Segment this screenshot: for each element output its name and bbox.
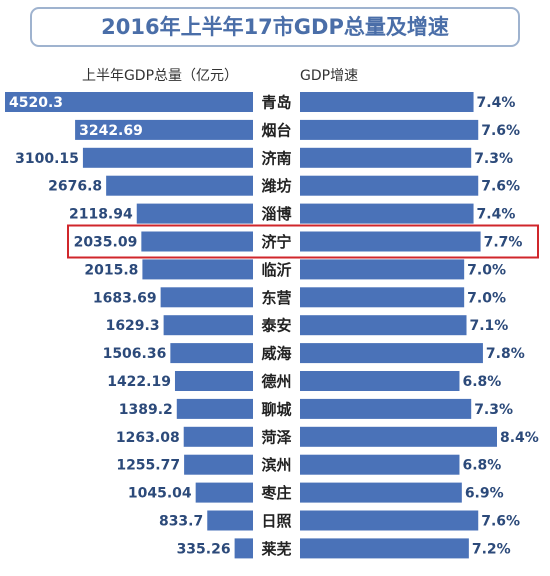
- gdp-label: 4520.3: [9, 95, 63, 111]
- gdp-bar: [234, 538, 253, 559]
- right-header: GDP增速: [300, 68, 358, 84]
- gdp-label: 2676.8: [48, 179, 102, 195]
- growth-bar: [300, 371, 460, 391]
- gdp-label: 3242.69: [79, 123, 143, 139]
- city-label: 菏泽: [261, 428, 291, 446]
- growth-label: 7.6%: [481, 514, 520, 530]
- growth-label: 7.7%: [484, 235, 523, 251]
- growth-bar: [300, 510, 479, 531]
- city-label: 青岛: [261, 94, 291, 112]
- growth-bar: [300, 92, 474, 112]
- growth-label: 7.8%: [486, 346, 525, 362]
- city-label: 济宁: [261, 233, 291, 251]
- gdp-bar: [174, 371, 253, 391]
- gdp-label: 1263.08: [116, 430, 180, 446]
- city-label: 德州: [261, 373, 291, 391]
- gdp-label: 2118.94: [69, 207, 133, 223]
- growth-bar: [300, 203, 474, 224]
- city-label: 威海: [261, 345, 291, 363]
- city-label: 潍坊: [261, 177, 291, 195]
- growth-bar: [300, 287, 465, 308]
- growth-label: 6.8%: [462, 458, 501, 474]
- city-label: 莱芜: [261, 540, 291, 558]
- gdp-label: 833.7: [159, 514, 203, 530]
- growth-label: 7.6%: [481, 123, 520, 139]
- growth-bar: [300, 315, 467, 336]
- gdp-label: 3100.15: [15, 151, 79, 167]
- growth-label: 7.0%: [467, 262, 506, 278]
- gdp-bar: [183, 426, 253, 447]
- gdp-label: 335.26: [177, 541, 231, 557]
- growth-bar: [300, 538, 469, 559]
- gdp-label: 1683.69: [93, 290, 157, 306]
- growth-label: 7.6%: [481, 179, 520, 195]
- growth-bar: [300, 426, 497, 447]
- growth-bar: [300, 259, 465, 280]
- gdp-bar: [160, 287, 253, 308]
- gdp-bar: [207, 510, 253, 531]
- growth-label: 8.4%: [500, 430, 539, 446]
- gdp-label: 2015.8: [84, 262, 138, 278]
- city-label: 东营: [261, 289, 291, 307]
- city-label: 聊城: [261, 400, 291, 418]
- gdp-bar: [176, 398, 253, 419]
- city-label: 泰安: [260, 317, 291, 335]
- gdp-bar: [184, 454, 253, 475]
- growth-bar: [300, 175, 479, 196]
- gdp-bar: [195, 482, 253, 503]
- gdp-bar: [5, 92, 253, 112]
- gdp-bar: [142, 259, 253, 280]
- gdp-bar: [106, 175, 253, 196]
- growth-label: 7.4%: [477, 207, 516, 223]
- growth-bar: [300, 147, 472, 168]
- gdp-label: 2035.09: [74, 235, 138, 251]
- gdp-label: 1506.36: [103, 346, 167, 362]
- city-label: 济南: [261, 149, 291, 167]
- growth-bar: [300, 482, 462, 503]
- title-box: [30, 7, 520, 47]
- growth-bar: [300, 343, 483, 364]
- city-label: 滨州: [261, 456, 291, 474]
- city-label: 淄博: [261, 205, 291, 223]
- city-label: 烟台: [261, 121, 291, 139]
- growth-label: 7.2%: [472, 541, 511, 557]
- gdp-label: 1389.2: [119, 402, 173, 418]
- growth-bar: [300, 398, 472, 419]
- growth-label: 7.4%: [477, 95, 516, 111]
- gdp-label: 1629.3: [106, 318, 160, 334]
- growth-bar: [300, 454, 460, 475]
- growth-label: 6.9%: [465, 486, 504, 502]
- gdp-label: 1422.19: [107, 374, 171, 390]
- gdp-bar: [141, 231, 253, 252]
- city-label: 临沂: [261, 261, 291, 279]
- gdp-bar: [82, 147, 253, 168]
- gdp-bar: [75, 119, 254, 140]
- city-label: 日照: [261, 512, 291, 530]
- growth-label: 7.3%: [474, 402, 513, 418]
- left-header: 上半年GDP总量（亿元）: [82, 68, 238, 84]
- gdp-bar: [163, 315, 253, 336]
- chart-title: 2016年上半年17市GDP总量及增速: [101, 15, 449, 39]
- highlight-box: [67, 224, 539, 259]
- gdp-bar: [136, 203, 253, 224]
- growth-label: 6.8%: [462, 374, 501, 390]
- gdp-label: 1255.77: [116, 458, 180, 474]
- city-label: 枣庄: [260, 484, 291, 502]
- gdp-label: 1045.04: [128, 486, 192, 502]
- growth-bar: [300, 119, 479, 140]
- growth-label: 7.0%: [467, 290, 506, 306]
- growth-bar: [300, 231, 481, 252]
- growth-label: 7.1%: [470, 318, 509, 334]
- growth-label: 7.3%: [474, 151, 513, 167]
- gdp-bar: [170, 343, 253, 364]
